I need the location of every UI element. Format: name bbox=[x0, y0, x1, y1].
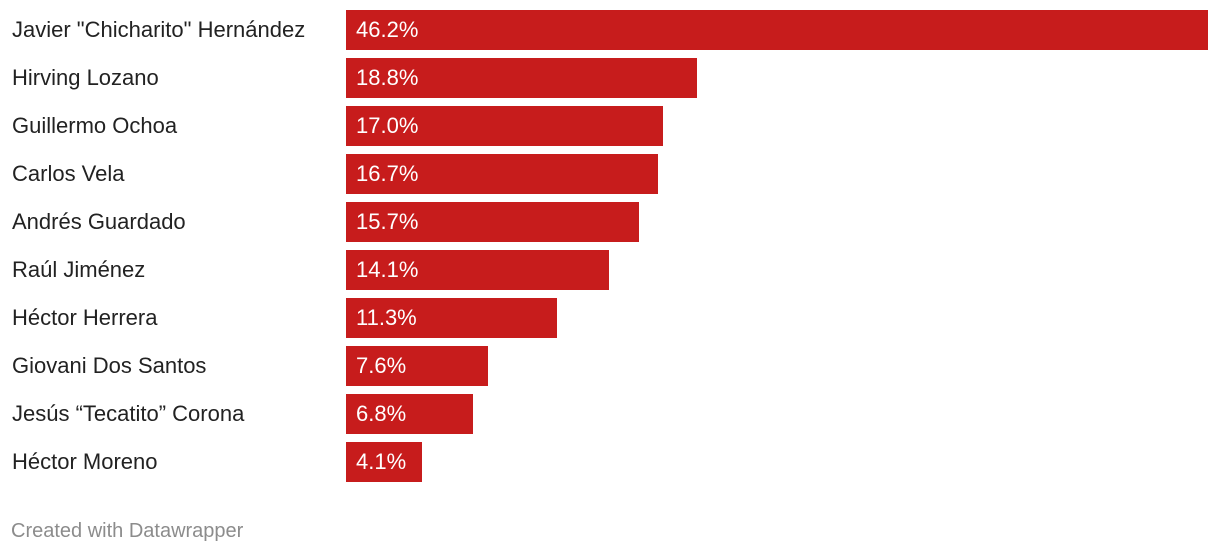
bar bbox=[346, 394, 473, 434]
bar bbox=[346, 346, 488, 386]
bar-row: Héctor Herrera 11.3% bbox=[0, 298, 1220, 338]
category-label: Hirving Lozano bbox=[12, 65, 159, 90]
bar-chart: Javier "Chicharito" Hernández 46.2% Hirvin… bbox=[0, 10, 1220, 482]
category-label: Héctor Moreno bbox=[12, 449, 158, 474]
bar-row: Héctor Moreno 4.1% bbox=[0, 442, 1220, 482]
bar-row: Javier "Chicharito" Hernández 46.2% bbox=[0, 10, 1220, 50]
bar bbox=[346, 106, 663, 146]
bar-row: Carlos Vela 16.7% bbox=[0, 154, 1220, 194]
bar-row: Giovani Dos Santos 7.6% bbox=[0, 346, 1220, 386]
value-label: 46.2% bbox=[356, 17, 419, 42]
value-label: 11.3% bbox=[356, 305, 417, 330]
value-label: 15.7% bbox=[356, 209, 419, 234]
value-label: 16.7% bbox=[356, 161, 419, 186]
bar-row: Andrés Guardado 15.7% bbox=[0, 202, 1220, 242]
bar bbox=[346, 202, 639, 242]
credit-footer: Created with Datawrapper bbox=[11, 520, 244, 542]
category-label: Carlos Vela bbox=[12, 161, 125, 186]
value-label: 14.1% bbox=[356, 257, 419, 282]
value-label: 18.8% bbox=[356, 65, 419, 90]
category-label: Javier "Chicharito" Hernández bbox=[12, 17, 306, 42]
value-label: 4.1% bbox=[356, 449, 407, 474]
bar-row: Hirving Lozano 18.8% bbox=[0, 58, 1220, 98]
value-label: 7.6% bbox=[356, 353, 407, 378]
category-label: Héctor Herrera bbox=[12, 305, 158, 330]
category-label: Guillermo Ochoa bbox=[12, 113, 178, 138]
bar bbox=[346, 58, 697, 98]
value-label: 17.0% bbox=[356, 113, 419, 138]
bar bbox=[346, 298, 557, 338]
bar-row: Jesús “Tecatito” Corona 6.8% bbox=[0, 394, 1220, 434]
bar bbox=[346, 442, 422, 482]
bar bbox=[346, 10, 1208, 50]
bar-row: Raúl Jiménez 14.1% bbox=[0, 250, 1220, 290]
category-label: Giovani Dos Santos bbox=[12, 353, 207, 378]
category-label: Raúl Jiménez bbox=[12, 257, 146, 282]
category-label: Andrés Guardado bbox=[12, 209, 186, 234]
bar-row: Guillermo Ochoa 17.0% bbox=[0, 106, 1220, 146]
category-label: Jesús “Tecatito” Corona bbox=[12, 401, 245, 426]
bar bbox=[346, 154, 658, 194]
value-label: 6.8% bbox=[356, 401, 407, 426]
bar bbox=[346, 250, 609, 290]
